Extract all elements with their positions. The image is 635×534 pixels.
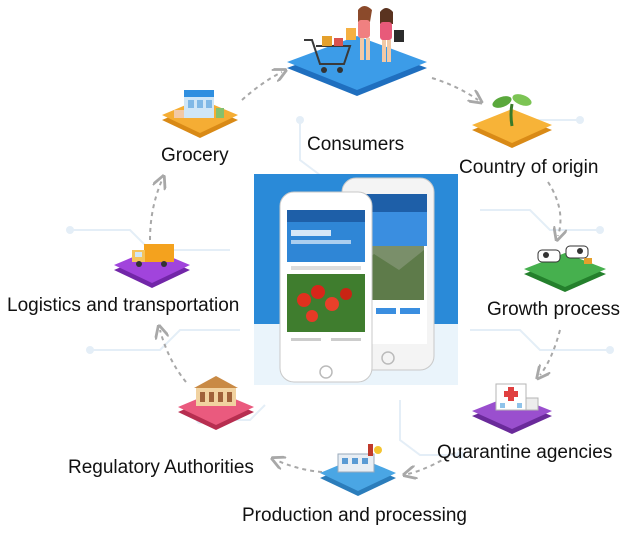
- quarantine-agencies-label: Quarantine agencies: [437, 442, 613, 463]
- arrow-production-to-regulatory: [276, 460, 323, 473]
- production-and-processing-node: [318, 440, 398, 502]
- grocery-node: [160, 82, 240, 144]
- quarantine-agencies-node: [470, 378, 554, 440]
- hospital-icon: [472, 383, 552, 434]
- regulatory-authorities-node: [176, 372, 256, 436]
- consumers-node: [282, 2, 432, 102]
- farm-cows-icon: [524, 245, 606, 292]
- logistics-and-transportation-label: Logistics and transportation: [7, 295, 240, 316]
- arrow-quarantine-to-production: [408, 447, 463, 474]
- logistics-node: [112, 232, 192, 292]
- government-building-icon: [178, 376, 254, 430]
- grocery-label: Grocery: [161, 145, 229, 166]
- arrow-grocery-to-consumers: [241, 72, 282, 101]
- country-of-origin-label: Country of origin: [459, 157, 599, 178]
- country-of-origin-node: [470, 90, 554, 154]
- arrow-logistics-to-grocery: [149, 180, 162, 241]
- shopping-cart-people-icon: [287, 6, 427, 96]
- smartphones-illustration: [254, 174, 458, 385]
- production-and-processing-label: Production and processing: [242, 505, 467, 526]
- consumers-label: Consumers: [307, 134, 405, 155]
- delivery-truck-icon: [114, 244, 190, 288]
- grocery-store-icon: [162, 90, 238, 138]
- growth-process-node: [522, 236, 608, 298]
- arrow-origin-to-growth: [547, 181, 560, 236]
- growth-process-label: Growth process: [487, 299, 621, 320]
- factory-icon: [320, 444, 396, 496]
- traceability-app-panel: [254, 174, 458, 385]
- regulatory-authorities-label: Regulatory Authorities: [68, 457, 254, 478]
- sprout-icon: [472, 94, 552, 148]
- arrow-consumers-to-origin: [431, 77, 478, 100]
- arrow-growth-to-quarantine: [540, 329, 561, 375]
